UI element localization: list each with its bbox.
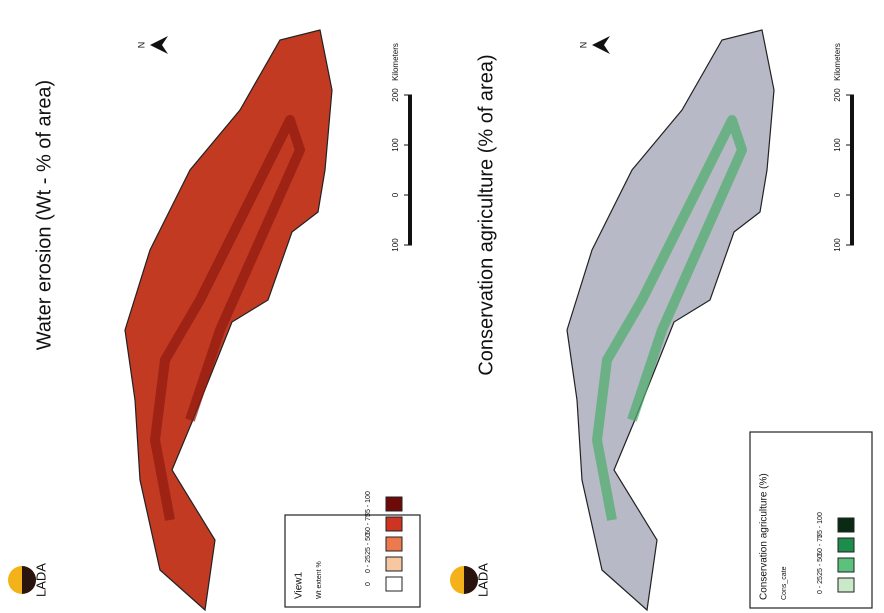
legend-label: 0 - 25 bbox=[365, 555, 372, 573]
logo-text: LADA bbox=[33, 563, 48, 597]
legend-swatch bbox=[838, 538, 854, 552]
panel-title: Water erosion (Wt - % of area) bbox=[33, 80, 55, 350]
legend-label: 0 - 25 bbox=[817, 576, 824, 594]
legend-title: Conservation agriculture (%) bbox=[759, 473, 770, 600]
legend-swatch bbox=[386, 577, 402, 591]
legend-field: Wt extent % bbox=[316, 561, 323, 599]
scale-label: 100 bbox=[833, 138, 842, 152]
north-label: N bbox=[578, 42, 588, 49]
scale-label: 100 bbox=[833, 238, 842, 252]
scale-unit: Kilometers bbox=[833, 43, 842, 81]
scale-label: 100 bbox=[391, 238, 400, 252]
legend-label: 75 - 100 bbox=[817, 512, 824, 538]
scale-label: 100 bbox=[391, 138, 400, 152]
north-label: N bbox=[136, 42, 146, 49]
legend-title: View1 bbox=[294, 572, 305, 599]
legend-swatch bbox=[386, 557, 402, 571]
legend-swatch bbox=[838, 518, 854, 532]
legend-label: 0 bbox=[365, 582, 372, 586]
legend-swatch bbox=[386, 537, 402, 551]
scale-unit: Kilometers bbox=[391, 43, 400, 81]
panel-title: Conservation agriculture (% of area) bbox=[475, 54, 497, 375]
legend-label: 75 - 100 bbox=[365, 491, 372, 517]
map-panel bbox=[450, 566, 478, 594]
legend-swatch bbox=[386, 517, 402, 531]
scale-label: 0 bbox=[833, 192, 842, 197]
legend-label: 25 - 50 bbox=[365, 533, 372, 555]
logo-text: LADA bbox=[475, 563, 490, 597]
scale-label: 200 bbox=[833, 88, 842, 102]
scale-label: 0 bbox=[391, 192, 400, 197]
legend-label: 25 - 50 bbox=[817, 554, 824, 576]
north-arrow bbox=[592, 36, 610, 54]
legend-field: Cons_cate bbox=[781, 566, 788, 600]
legend-swatch bbox=[838, 558, 854, 572]
map-panel bbox=[8, 566, 36, 594]
legend-swatch bbox=[838, 578, 854, 592]
legend-swatch bbox=[386, 497, 402, 511]
page: Water erosion (Wt - % of area) LADA N 100 0 1… bbox=[0, 0, 884, 613]
north-arrow bbox=[150, 36, 168, 54]
scale-label: 200 bbox=[391, 88, 400, 102]
